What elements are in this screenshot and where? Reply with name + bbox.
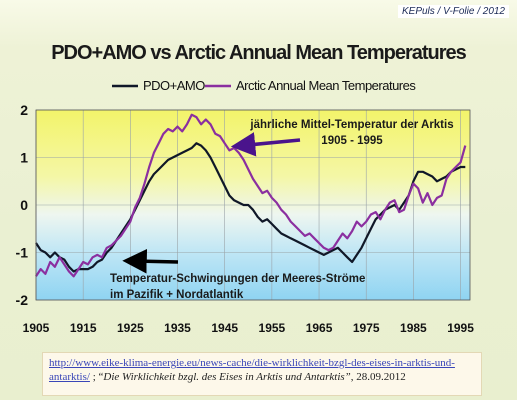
source-link[interactable]: http://www.eike-klima-energie.eu/news-ca… xyxy=(49,357,455,383)
x-tick-label: 1905 xyxy=(23,321,50,335)
x-tick-label: 1985 xyxy=(400,321,427,335)
chart-title: PDO+AMO vs Arctic Annual Mean Temperatur… xyxy=(51,42,467,64)
x-tick-label: 1925 xyxy=(117,321,144,335)
annotation-ocean-oscillations: Temperatur-Schwingungen der Meeres-Ström… xyxy=(110,273,365,301)
annotation-ocean-line: im Pazifik + Nordatlantik xyxy=(110,289,244,301)
source-footer: http://www.eike-klima-energie.eu/news-ca… xyxy=(42,352,482,396)
annotation-arctic-line: jährliche Mittel-Temperatur der Arktis xyxy=(249,119,453,131)
x-tick-label: 1955 xyxy=(259,321,286,335)
legend-label-arctic: Arctic Annual Mean Temperatures xyxy=(236,78,416,93)
series-line-arctic xyxy=(35,113,467,278)
annotation-arctic-temp: jährliche Mittel-Temperatur der Arktis 19… xyxy=(249,119,453,147)
x-tick-label: 1945 xyxy=(211,321,238,335)
annotation-arrow-ocean xyxy=(122,249,179,274)
slide-credit: KEPuls / V-Folie / 2012 xyxy=(397,5,509,18)
annotation-ocean-line: Temperatur-Schwingungen der Meeres-Ström… xyxy=(110,273,365,285)
annotations: jährliche Mittel-Temperatur der Arktis 19… xyxy=(110,119,454,301)
series-lines xyxy=(35,113,467,278)
x-tick-label: 1975 xyxy=(353,321,380,335)
plot-border xyxy=(35,109,471,301)
annotation-arrow-arctic xyxy=(230,132,301,157)
x-tick-label: 1965 xyxy=(306,321,333,335)
source-title: Die Wirklichkeit bzgl. des Eises in Arkt… xyxy=(103,371,351,383)
source-separator: ; “ xyxy=(89,371,104,383)
y-tick-label: -2 xyxy=(16,292,29,308)
y-tick-label: -1 xyxy=(16,245,29,261)
source-date: , 28.09.2012 xyxy=(350,371,406,383)
y-tick-label: 2 xyxy=(20,102,28,118)
legend-label-pdo-amo: PDO+AMO xyxy=(143,78,205,93)
x-tick-label: 1995 xyxy=(447,321,474,335)
x-tick-label: 1915 xyxy=(70,321,97,335)
chart-legend: PDO+AMO Arctic Annual Mean Temperatures xyxy=(112,78,417,93)
y-tick-label: 1 xyxy=(20,150,28,166)
series-line-pdo-amo xyxy=(35,142,466,273)
axes: 2 1 0 -1 -2 1905 1915 1925 1935 1945 1955 1965 1975 1… xyxy=(16,102,475,335)
y-tick-label: 0 xyxy=(20,197,28,213)
annotation-arctic-line: 1905 - 1995 xyxy=(321,135,383,147)
x-tick-label: 1935 xyxy=(164,321,191,335)
